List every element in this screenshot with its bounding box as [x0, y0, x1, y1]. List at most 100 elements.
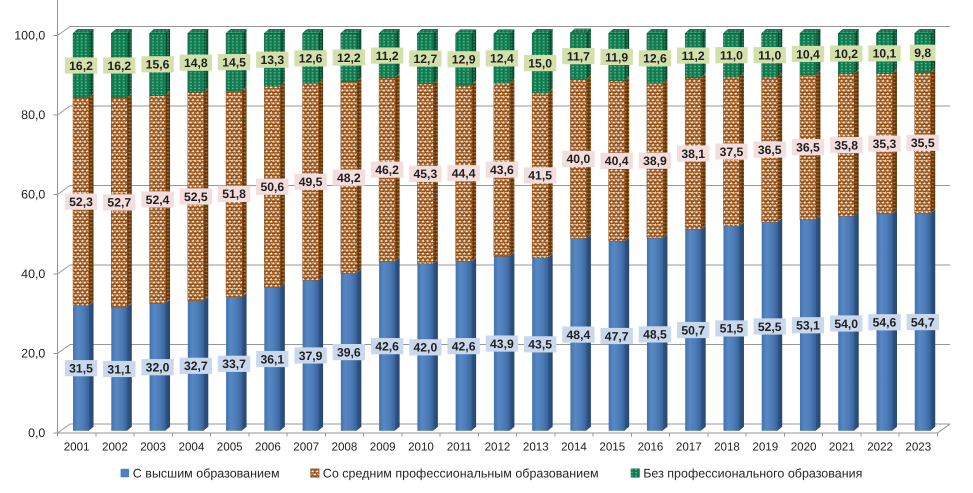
svg-text:15,0: 15,0 [528, 56, 552, 70]
svg-text:36,5: 36,5 [796, 140, 820, 154]
svg-text:11,2: 11,2 [376, 49, 399, 63]
svg-text:45,3: 45,3 [414, 167, 438, 181]
svg-text:11,7: 11,7 [567, 49, 590, 63]
svg-text:53,1: 53,1 [796, 319, 820, 333]
svg-text:52,5: 52,5 [758, 320, 782, 334]
svg-text:11,0: 11,0 [720, 48, 743, 62]
svg-text:10,2: 10,2 [834, 47, 858, 61]
svg-text:100,0: 100,0 [14, 29, 45, 43]
svg-text:12,6: 12,6 [643, 52, 667, 66]
svg-text:31,5: 31,5 [69, 361, 93, 375]
svg-text:2001: 2001 [64, 441, 90, 454]
svg-text:12,2: 12,2 [337, 51, 361, 65]
svg-text:48,5: 48,5 [643, 328, 667, 342]
svg-text:52,5: 52,5 [184, 190, 208, 204]
svg-text:43,6: 43,6 [490, 163, 514, 177]
svg-text:2012: 2012 [485, 441, 511, 454]
svg-text:12,7: 12,7 [414, 52, 438, 66]
svg-text:39,6: 39,6 [337, 345, 361, 359]
svg-text:2004: 2004 [179, 441, 205, 454]
svg-text:С высшим образованием: С высшим образованием [133, 467, 280, 481]
svg-text:2014: 2014 [561, 441, 587, 454]
svg-text:2017: 2017 [676, 441, 702, 454]
svg-text:0,0: 0,0 [28, 426, 45, 440]
svg-text:36,1: 36,1 [260, 352, 284, 366]
svg-text:2007: 2007 [293, 441, 319, 454]
svg-text:20,0: 20,0 [21, 347, 45, 361]
svg-text:42,6: 42,6 [452, 339, 476, 353]
svg-text:42,0: 42,0 [414, 341, 438, 355]
svg-text:44,4: 44,4 [452, 167, 476, 181]
svg-text:54,7: 54,7 [911, 315, 935, 329]
svg-text:2006: 2006 [255, 441, 281, 454]
svg-text:38,1: 38,1 [681, 147, 705, 161]
svg-text:2016: 2016 [638, 441, 664, 454]
svg-text:54,0: 54,0 [834, 317, 858, 331]
svg-text:2010: 2010 [408, 441, 434, 454]
svg-text:2011: 2011 [447, 441, 472, 454]
svg-text:2022: 2022 [867, 441, 893, 454]
svg-text:43,5: 43,5 [528, 338, 552, 352]
svg-text:32,0: 32,0 [146, 361, 170, 375]
svg-text:40,4: 40,4 [605, 154, 629, 168]
svg-text:33,7: 33,7 [222, 357, 246, 371]
svg-text:16,2: 16,2 [69, 59, 93, 73]
svg-text:16,2: 16,2 [107, 59, 131, 73]
svg-text:11,0: 11,0 [758, 48, 781, 62]
svg-text:51,5: 51,5 [720, 322, 744, 336]
svg-text:52,4: 52,4 [146, 193, 170, 207]
svg-text:2002: 2002 [102, 441, 128, 454]
svg-text:13,3: 13,3 [260, 53, 284, 67]
svg-text:50,7: 50,7 [681, 323, 705, 337]
svg-text:52,7: 52,7 [107, 196, 131, 210]
svg-text:2005: 2005 [217, 441, 243, 454]
svg-text:15,6: 15,6 [146, 58, 170, 72]
svg-text:42,6: 42,6 [375, 339, 399, 353]
svg-text:41,5: 41,5 [528, 169, 552, 183]
svg-text:2015: 2015 [599, 441, 625, 454]
svg-text:Без профессионального образова: Без профессионального образования [643, 467, 862, 481]
svg-text:35,3: 35,3 [873, 137, 897, 151]
svg-text:14,8: 14,8 [184, 56, 208, 70]
svg-text:2021: 2021 [829, 441, 855, 454]
svg-text:37,5: 37,5 [720, 145, 744, 159]
svg-text:10,4: 10,4 [796, 47, 820, 61]
svg-text:37,9: 37,9 [299, 349, 323, 363]
svg-text:11,2: 11,2 [682, 49, 705, 63]
svg-text:52,3: 52,3 [69, 195, 93, 209]
svg-text:2013: 2013 [523, 441, 549, 454]
svg-text:12,9: 12,9 [452, 53, 476, 67]
svg-text:54,6: 54,6 [873, 316, 897, 330]
svg-text:12,6: 12,6 [299, 52, 323, 66]
svg-text:48,2: 48,2 [337, 171, 361, 185]
svg-text:12,4: 12,4 [490, 52, 514, 66]
svg-text:Со средним профессиональным об: Со средним профессиональным образованием [323, 467, 599, 481]
svg-text:36,5: 36,5 [758, 143, 782, 157]
svg-text:32,7: 32,7 [184, 359, 208, 373]
svg-text:38,9: 38,9 [643, 154, 667, 168]
svg-text:51,8: 51,8 [222, 187, 246, 201]
svg-text:46,2: 46,2 [375, 163, 399, 177]
svg-text:14,5: 14,5 [222, 55, 246, 69]
svg-text:2003: 2003 [140, 441, 166, 454]
svg-text:2018: 2018 [714, 441, 740, 454]
svg-text:40,0: 40,0 [21, 267, 45, 281]
svg-text:43,9: 43,9 [490, 337, 514, 351]
svg-text:2009: 2009 [370, 441, 396, 454]
svg-text:48,4: 48,4 [567, 328, 591, 342]
svg-text:2023: 2023 [905, 441, 931, 454]
svg-text:2008: 2008 [332, 441, 358, 454]
svg-text:10,1: 10,1 [873, 47, 897, 61]
svg-text:2020: 2020 [791, 441, 817, 454]
svg-text:80,0: 80,0 [21, 108, 45, 122]
svg-text:31,1: 31,1 [107, 362, 131, 376]
svg-text:49,5: 49,5 [299, 175, 323, 189]
svg-text:60,0: 60,0 [21, 188, 45, 202]
svg-text:47,7: 47,7 [605, 329, 629, 343]
svg-text:11,9: 11,9 [605, 50, 628, 64]
svg-text:50,6: 50,6 [260, 180, 284, 194]
svg-text:35,8: 35,8 [834, 138, 858, 152]
svg-text:9,8: 9,8 [914, 46, 931, 60]
svg-text:35,5: 35,5 [911, 136, 935, 150]
svg-text:40,0: 40,0 [567, 152, 591, 166]
